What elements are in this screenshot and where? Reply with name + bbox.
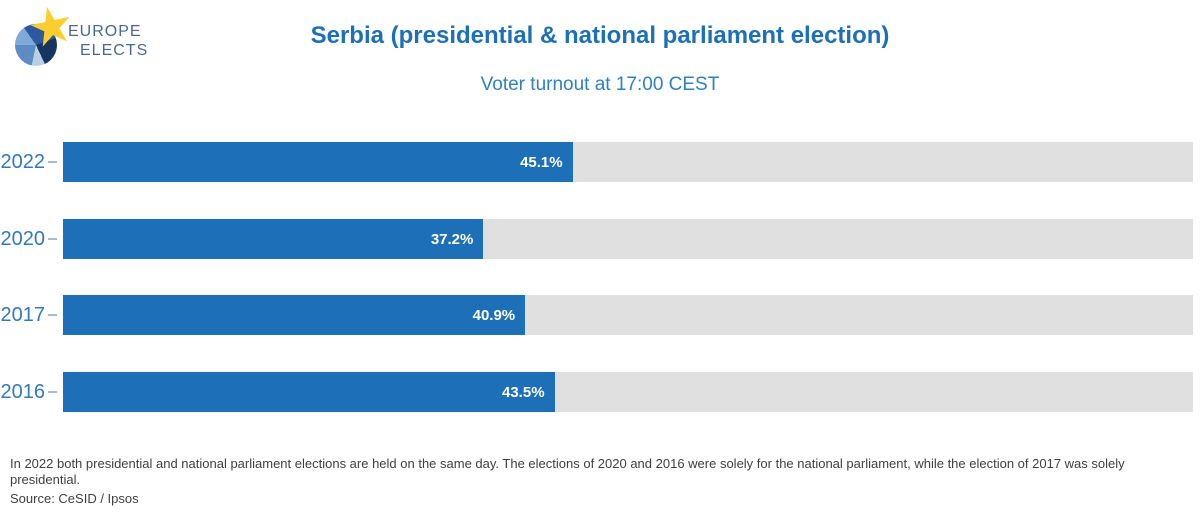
bar-row: 2016 43.5% bbox=[0, 372, 1200, 412]
brand-line2: ELECTS bbox=[80, 42, 149, 59]
bar-row: 2017 40.9% bbox=[0, 295, 1200, 335]
brand-text: EUROPE ELECTS bbox=[68, 23, 148, 60]
bar-value-label: 40.9% bbox=[472, 306, 516, 324]
chart-subtitle: Voter turnout at 17:00 CEST bbox=[480, 74, 720, 95]
bar-value-label: 37.2% bbox=[430, 230, 474, 248]
tick-mark bbox=[48, 391, 57, 393]
bar-row: 2020 37.2% bbox=[0, 219, 1200, 259]
footer-source: Source: CeSID / Ipsos bbox=[10, 490, 139, 506]
tick-mark bbox=[48, 238, 57, 240]
bar: 45.1% bbox=[63, 142, 573, 182]
brand-line1: EUROPE bbox=[68, 23, 142, 40]
tick-mark bbox=[48, 314, 57, 316]
bar-track: 43.5% bbox=[63, 372, 1193, 412]
category-label: 2016 bbox=[0, 381, 46, 403]
footer: In 2022 both presidential and national p… bbox=[10, 456, 1150, 507]
category-label: 2022 bbox=[0, 151, 46, 173]
bar-track: 37.2% bbox=[63, 219, 1193, 259]
europe-elects-logo: ★ EUROPE ELECTS bbox=[10, 0, 190, 68]
footer-note: In 2022 both presidential and national p… bbox=[10, 456, 1125, 488]
bar: 43.5% bbox=[63, 372, 555, 412]
bar-value-label: 43.5% bbox=[502, 383, 545, 401]
bar-value-label: 45.1% bbox=[520, 153, 563, 171]
bar: 40.9% bbox=[63, 295, 526, 335]
bar-row: 2022 45.1% bbox=[0, 142, 1200, 182]
pie-chart-logo-icon bbox=[15, 24, 57, 66]
chart-title: Serbia (presidential & national parliame… bbox=[310, 22, 890, 49]
tick-mark bbox=[48, 161, 57, 163]
bar-track: 45.1% bbox=[63, 142, 1193, 182]
category-label: 2020 bbox=[0, 228, 46, 250]
category-label: 2017 bbox=[0, 304, 46, 326]
bar-track: 40.9% bbox=[63, 295, 1193, 335]
bar: 37.2% bbox=[63, 219, 484, 259]
